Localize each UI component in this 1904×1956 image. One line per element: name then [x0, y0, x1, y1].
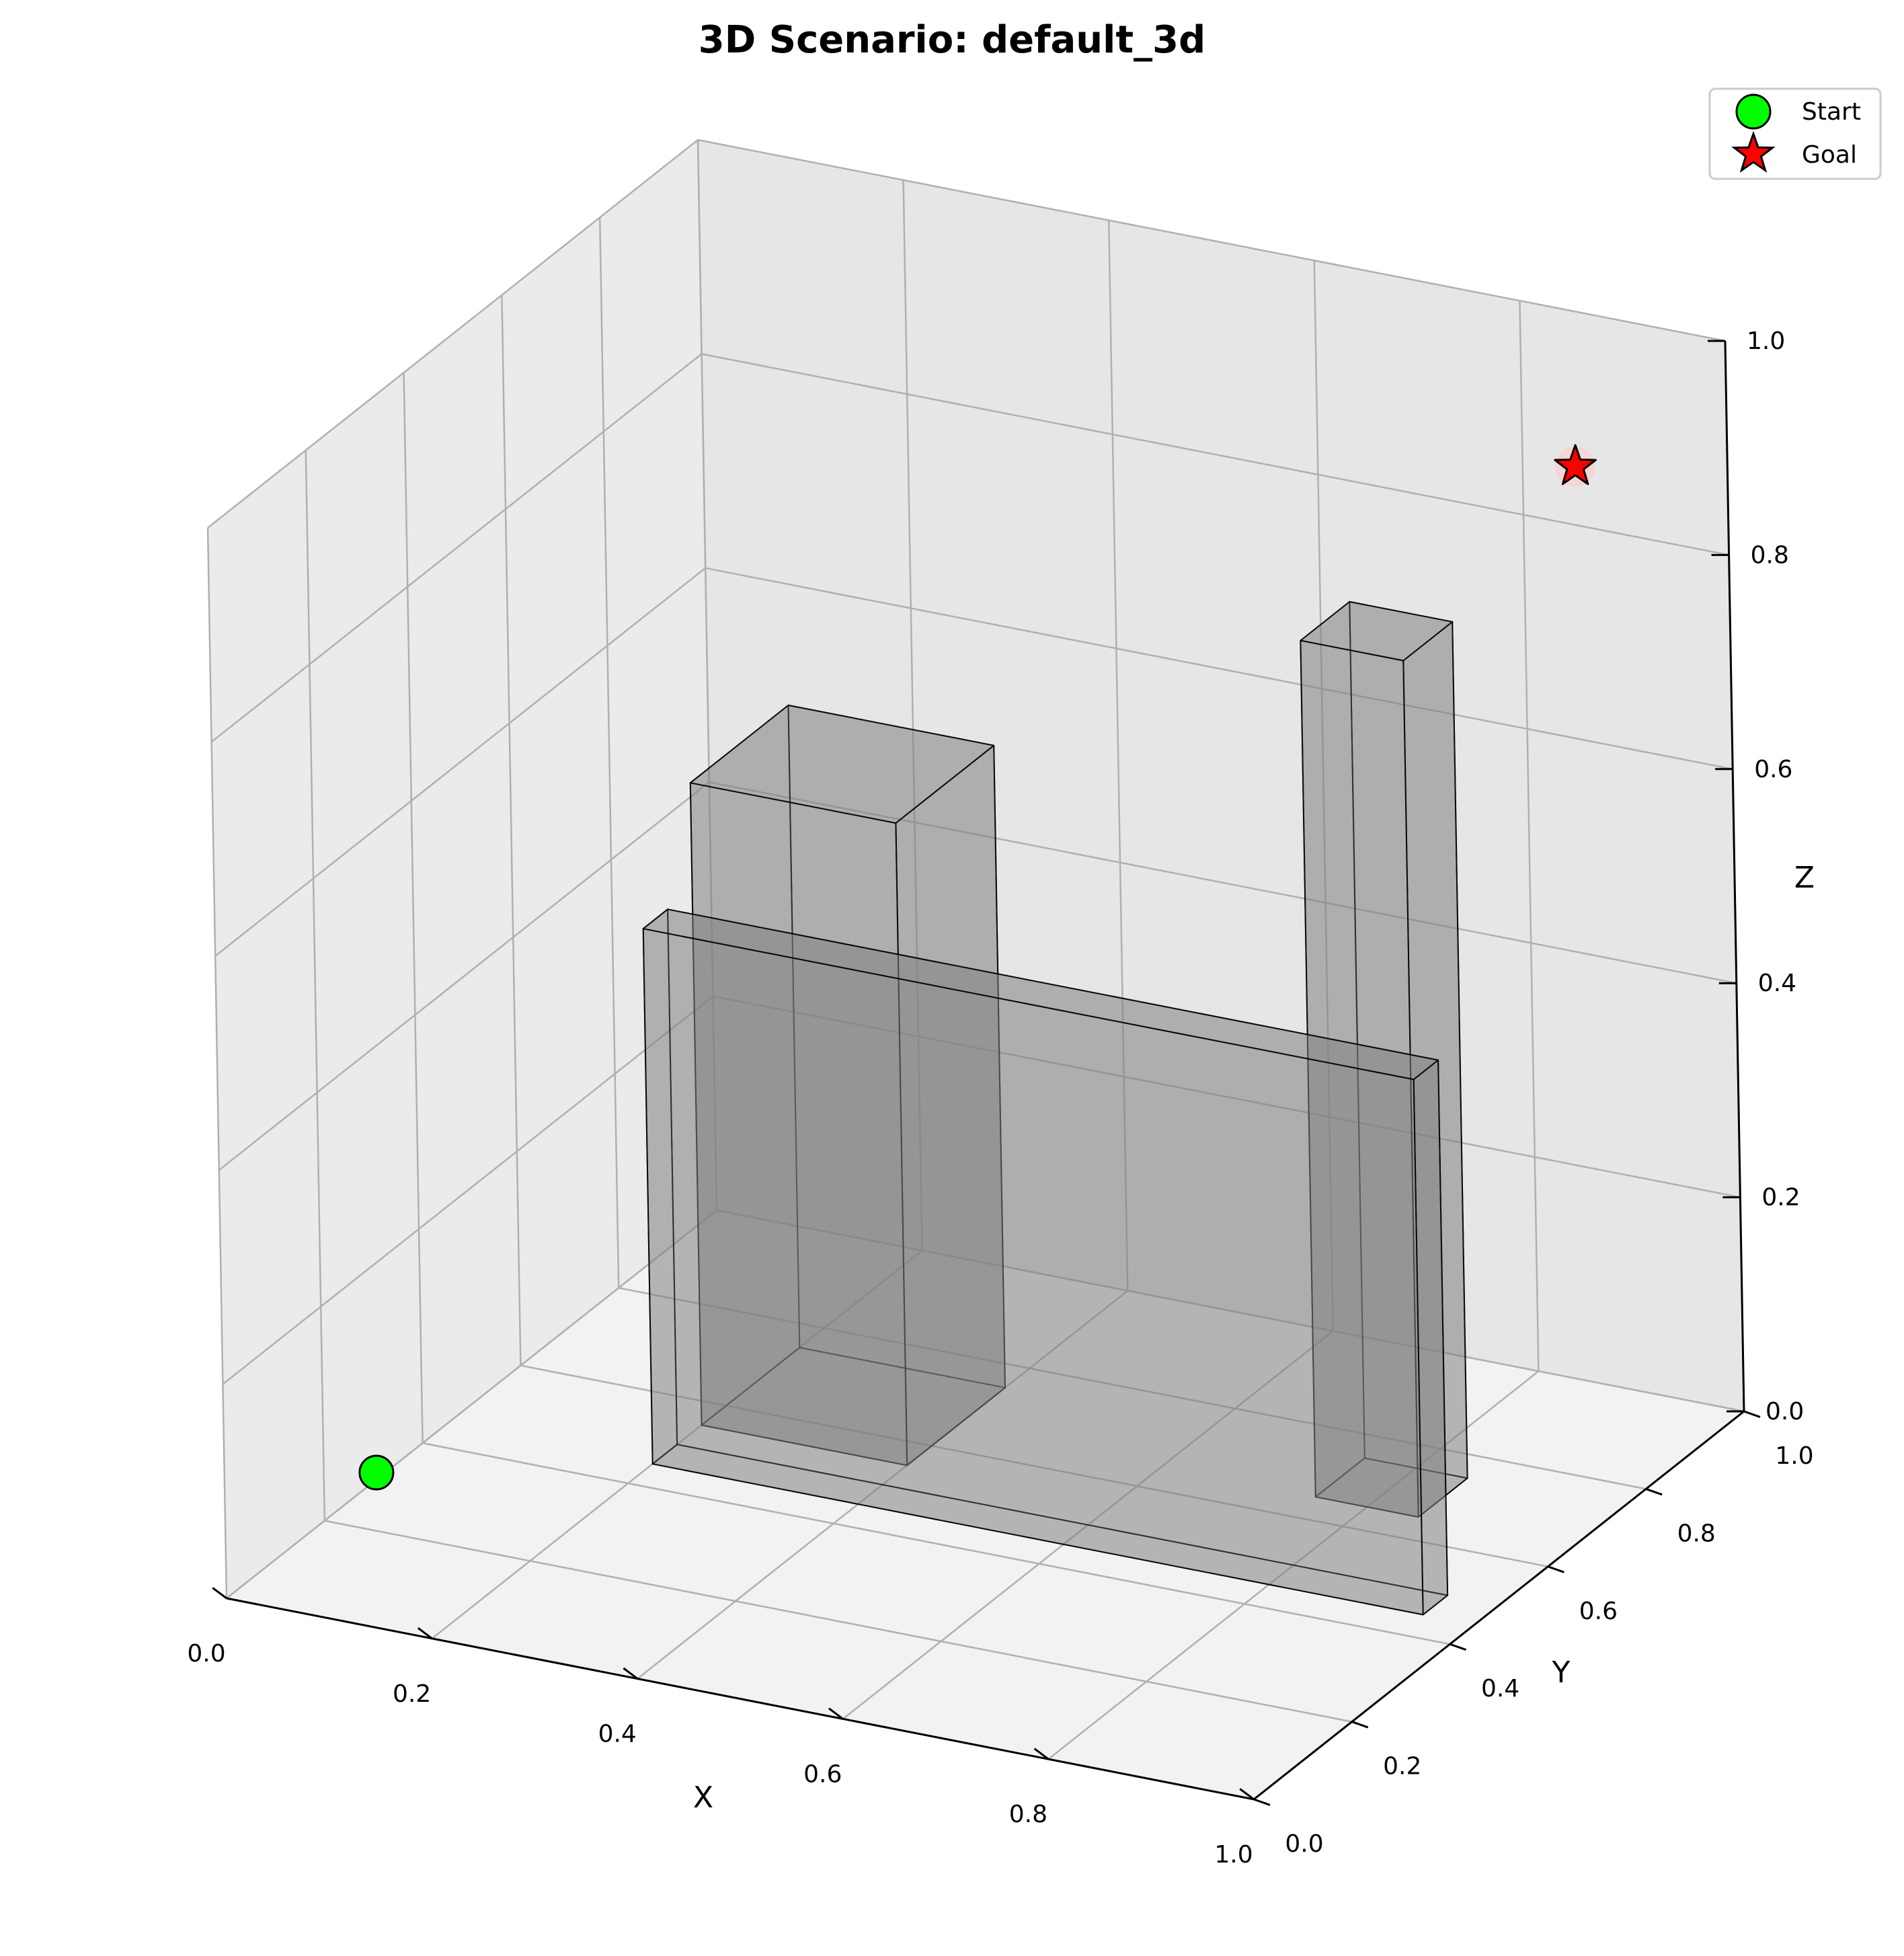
- obstacle-face: [642, 928, 1424, 1616]
- legend-start-marker: [1735, 93, 1772, 130]
- y-tick-label: 1.0: [1775, 1442, 1813, 1470]
- grid-line-y-side: [501, 295, 522, 1366]
- x-tick-label: 0.8: [1009, 1801, 1047, 1828]
- grid-line-z-side: [226, 1210, 717, 1599]
- axis-lines: [226, 340, 1745, 1801]
- x-tick-mark: [212, 1587, 227, 1600]
- x-axis-line: [226, 1597, 1255, 1801]
- axis-panes: [208, 140, 1744, 1799]
- y-tick-label: 0.6: [1579, 1598, 1618, 1625]
- y-tick-mark: [1253, 1798, 1271, 1806]
- z-tick-label: 0.0: [1766, 1398, 1804, 1425]
- y-tick-mark: [1351, 1721, 1369, 1729]
- grid-line-y-side: [206, 527, 228, 1599]
- legend-goal-marker: [1731, 130, 1776, 173]
- y-tick-mark: [1645, 1487, 1663, 1496]
- obstacles: [642, 600, 1468, 1616]
- grid-line-y-floor: [520, 1364, 1548, 1568]
- z-axis-label: Z: [1794, 861, 1815, 895]
- x-tick-label: 1.0: [1214, 1841, 1253, 1869]
- legend-goal-label: Goal: [1802, 141, 1857, 169]
- z-tick-label: 0.6: [1754, 756, 1792, 783]
- grid-line-z-back: [716, 1209, 1745, 1413]
- obstacle-box: [689, 704, 1006, 1466]
- grid-line-y-side: [403, 373, 424, 1444]
- grid-line-x-back: [902, 180, 923, 1251]
- x-tick-mark: [417, 1627, 433, 1640]
- legend-item-start: Start: [1735, 93, 1861, 130]
- obstacle-box: [1300, 600, 1468, 1518]
- z-axis-line: [1724, 340, 1745, 1412]
- start-point: [358, 1454, 395, 1491]
- grid-line-y-side: [598, 217, 620, 1288]
- grid-line-z-side: [219, 781, 710, 1171]
- x-tick-mark: [623, 1667, 639, 1680]
- grid-line-z-back: [709, 781, 1737, 984]
- x-tick-mark: [1033, 1748, 1049, 1760]
- z-tick-label: 1.0: [1747, 327, 1785, 355]
- grid-line-y-side: [305, 450, 326, 1521]
- grid-line-z-back: [701, 353, 1729, 556]
- z-tick-label: 0.4: [1758, 970, 1796, 997]
- grid-line-y-floor: [618, 1287, 1647, 1490]
- obstacle-face: [689, 782, 908, 1466]
- x-tick-label: 0.6: [803, 1760, 842, 1788]
- legend-item-goal: Goal: [1731, 130, 1857, 173]
- axis-ticks: 0.0 0.2 0.4 0.6 0.8 1.0 0.0 0.2 0.4 0.6 0.8 1.0 0.0 0…: [187, 327, 1813, 1869]
- legend-start-label: Start: [1802, 98, 1861, 126]
- grid-line-z-side: [210, 353, 703, 743]
- y-axis-line: [1253, 1410, 1745, 1801]
- grid-line-z-back: [713, 995, 1741, 1198]
- y-tick-mark: [1450, 1643, 1467, 1651]
- chart-title: 3D Scenario: default_3d: [699, 18, 1205, 62]
- scatter-points: [358, 444, 1597, 1491]
- grid-line-z-side: [207, 139, 699, 529]
- legend: Start Goal: [1708, 87, 1882, 180]
- x-axis-label: X: [693, 1781, 713, 1815]
- x-tick-mark: [828, 1707, 844, 1720]
- grid-line-z-back: [705, 567, 1733, 771]
- grid-line-z-side: [214, 567, 706, 957]
- y-tick-label: 0.4: [1481, 1675, 1519, 1703]
- y-tick-label: 0.8: [1677, 1520, 1716, 1547]
- x-tick-label: 0.2: [393, 1680, 431, 1708]
- y-tick-mark: [1743, 1410, 1761, 1418]
- grid-line-y-floor: [422, 1442, 1450, 1645]
- grid-line-x-back: [1107, 220, 1129, 1291]
- obstacle-face: [1300, 639, 1419, 1518]
- x-tick-mark: [1239, 1788, 1255, 1801]
- grid-line-z-back: [697, 139, 1726, 342]
- z-tick-label: 0.8: [1751, 541, 1789, 569]
- grid-line-y-floor: [324, 1520, 1353, 1723]
- back-pane: [698, 140, 1744, 1411]
- obstacle-box: [642, 908, 1449, 1616]
- x-tick-label: 0.4: [598, 1721, 637, 1748]
- goal-point: [1554, 444, 1597, 485]
- grid-line-x-back: [1313, 260, 1335, 1331]
- y-tick-label: 0.2: [1383, 1753, 1421, 1781]
- y-tick-mark: [1547, 1565, 1564, 1573]
- x-tick-label: 0.0: [187, 1640, 225, 1668]
- y-axis-label: Y: [1552, 1655, 1571, 1690]
- z-tick-label: 0.2: [1761, 1184, 1800, 1212]
- grid-line-z-side: [222, 995, 714, 1385]
- grid-line-y-side: [697, 139, 718, 1211]
- grid-line-x-back: [1519, 301, 1540, 1372]
- y-tick-label: 0.0: [1285, 1830, 1323, 1858]
- left-pane: [208, 140, 717, 1598]
